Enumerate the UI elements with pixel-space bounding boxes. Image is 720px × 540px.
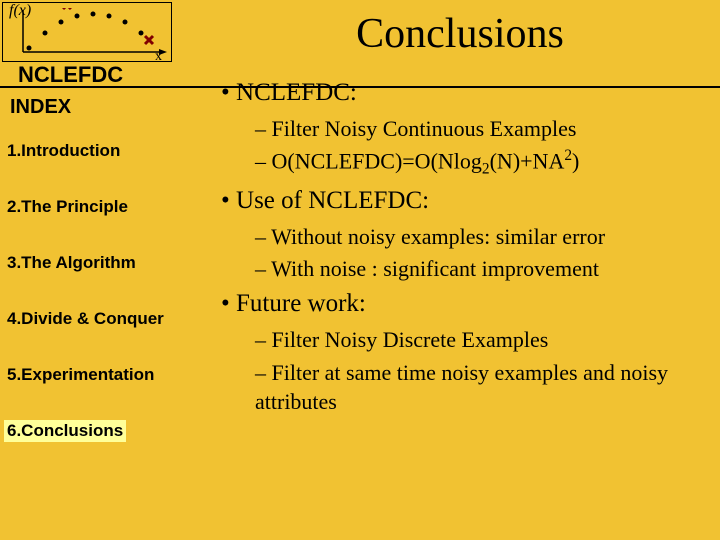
sub-filter-continuous: – Filter Noisy Continuous Examples xyxy=(255,114,705,144)
sub-complexity: – O(NCLEFDC)=O(Nlog2(N)+NA2) xyxy=(255,146,705,181)
sub-with-noise-text: With noise : significant improvement xyxy=(271,256,599,281)
content-area: Conclusions • NCLEFDC: – Filter Noisy Co… xyxy=(205,0,720,540)
complexity-sup: 2 xyxy=(564,147,572,164)
nav-conclusions[interactable]: 6.Conclusions xyxy=(4,420,126,442)
sub-filter-continuous-text: Filter Noisy Continuous Examples xyxy=(272,116,577,141)
sub-same-time-text: Filter at same time noisy examples and n… xyxy=(255,360,668,415)
page-title: Conclusions xyxy=(215,10,705,58)
nav-algorithm[interactable]: 3.The Algorithm xyxy=(4,252,139,274)
sub-same-time: – Filter at same time noisy examples and… xyxy=(255,358,705,417)
brand-label: NCLEFDC xyxy=(18,62,123,88)
complexity-post: ) xyxy=(572,149,579,174)
bullet-use-text: Use of NCLEFDC: xyxy=(236,187,429,214)
nav-principle[interactable]: 2.The Principle xyxy=(4,196,131,218)
sidebar: f(x) x NCLEFDC INDEX 1.Introduction 2.Th… xyxy=(0,0,205,540)
bullet-future: • Future work: xyxy=(221,287,705,321)
bullet-nclefdc-text: NCLEFDC: xyxy=(236,79,357,106)
nav-introduction[interactable]: 1.Introduction xyxy=(4,140,123,162)
sub-without-noise-text: Without noisy examples: similar error xyxy=(271,224,605,249)
bullet-future-text: Future work: xyxy=(236,290,366,317)
bullet-use: • Use of NCLEFDC: xyxy=(221,184,705,218)
nav-experimentation[interactable]: 5.Experimentation xyxy=(4,364,157,386)
sub-discrete: – Filter Noisy Discrete Examples xyxy=(255,325,705,355)
sub-discrete-text: Filter Noisy Discrete Examples xyxy=(272,327,549,352)
nav-divide-conquer[interactable]: 4.Divide & Conquer xyxy=(4,308,167,330)
sub-with-noise: – With noise : significant improvement xyxy=(255,254,705,284)
graph-svg xyxy=(19,8,169,63)
complexity-mid: (N)+NA xyxy=(490,149,565,174)
index-heading: INDEX xyxy=(10,96,71,119)
bullet-nclefdc: • NCLEFDC: xyxy=(221,76,705,110)
sub-without-noise: – Without noisy examples: similar error xyxy=(255,222,705,252)
complexity-sub: 2 xyxy=(482,161,490,178)
bullet-list: • NCLEFDC: – Filter Noisy Continuous Exa… xyxy=(215,76,705,417)
complexity-pre: O(NCLEFDC)=O(Nlog xyxy=(272,149,482,174)
logo-graph: f(x) x xyxy=(2,2,172,62)
